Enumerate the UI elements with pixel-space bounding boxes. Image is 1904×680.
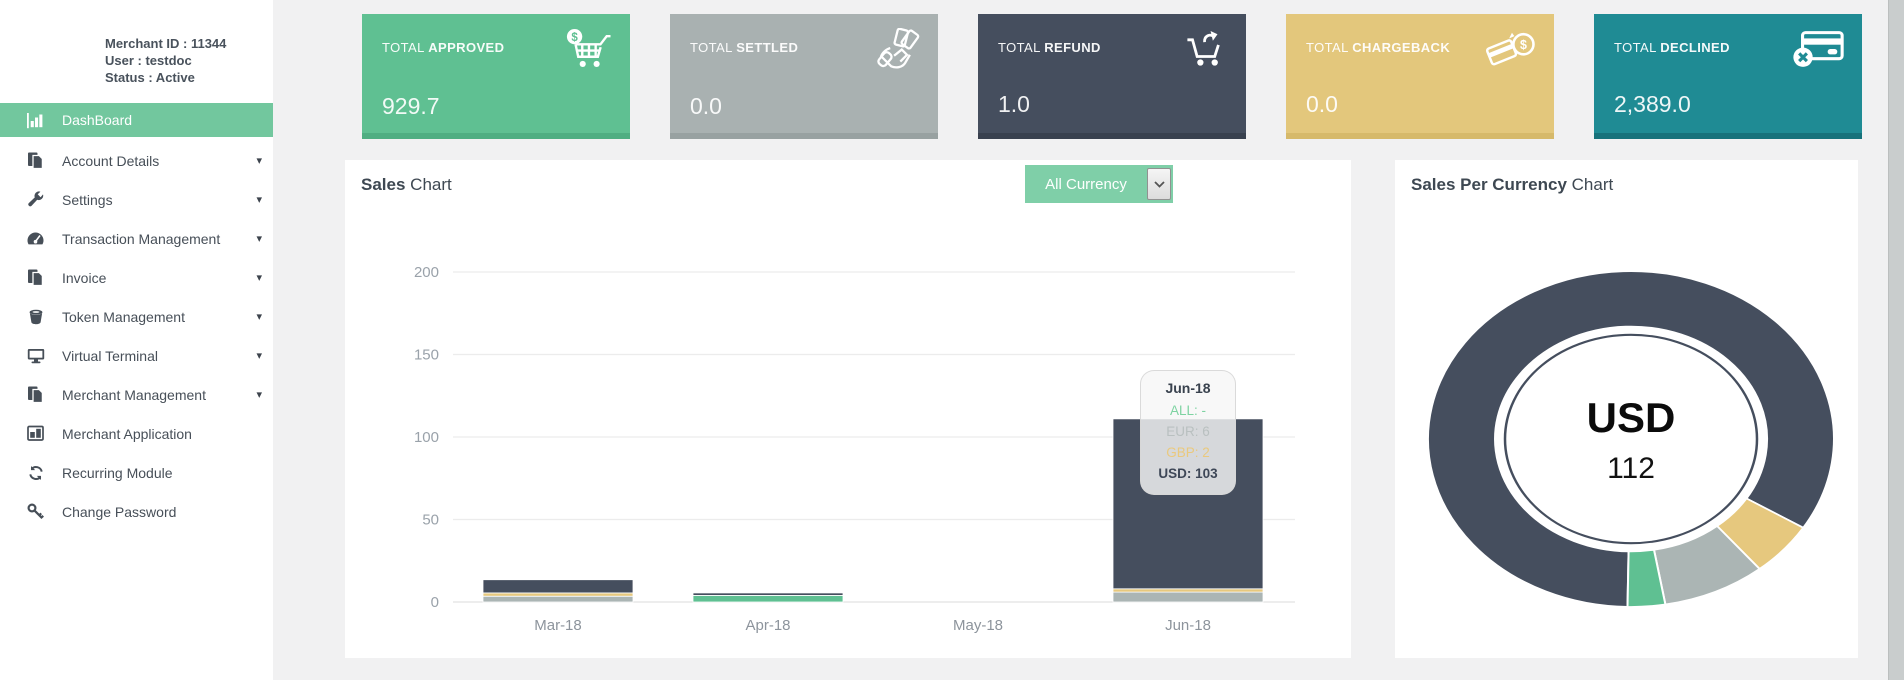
refresh-icon: [25, 464, 46, 481]
stat-card-settled: TOTAL SETTLED 0.0: [670, 14, 938, 139]
sales-donut-chart[interactable]: USD 112: [1395, 202, 1858, 658]
bar-segment-jun-18-gbp[interactable]: [1112, 588, 1264, 593]
chevron-down-icon: ▾: [256, 194, 262, 206]
x-tick-label-apr-18: Apr-18: [745, 617, 790, 634]
bar-segment-mar-18-usd[interactable]: [482, 579, 634, 594]
bar-chart-icon: [25, 112, 46, 129]
scrollbar-thumb[interactable]: [1888, 0, 1904, 680]
card-refresh-icon: $: [1484, 28, 1538, 77]
bar-segment-mar-18-eur[interactable]: [482, 595, 634, 603]
x-tick-label-jun-18: Jun-18: [1165, 617, 1211, 634]
tooltip-row-gbp: GBP: 2: [1166, 445, 1210, 460]
currency-select[interactable]: All Currency: [1025, 165, 1173, 203]
y-tick-label: 0: [431, 594, 439, 611]
tooltip-title: Jun-18: [1165, 380, 1211, 396]
sidebar-item-account-details[interactable]: Account Details ▾: [0, 141, 273, 180]
chart-tooltip: Jun-18 ALL: - EUR: 6 GBP: 2 USD: 103: [1140, 370, 1236, 495]
svg-text:$: $: [571, 32, 578, 44]
donut-slice-all[interactable]: [1626, 548, 1667, 608]
chevron-down-icon: ▾: [256, 389, 262, 401]
donut-hole: [1499, 329, 1763, 549]
sidebar-item-virtual-terminal[interactable]: Virtual Terminal ▾: [0, 336, 273, 375]
donut-inner-ring: [1503, 333, 1759, 545]
stat-card-chargeback: TOTAL CHARGEBACK $ 0.0: [1286, 14, 1554, 139]
cart-dollar-icon: $: [562, 28, 614, 79]
donut-center-label: USD: [1587, 394, 1676, 441]
sales-chart-panel: Sales Chart All Currency 0 50 100 150 200 Mar…: [345, 160, 1351, 658]
chevron-down-icon: ▾: [256, 155, 262, 167]
bucket-icon: [25, 308, 46, 325]
sidebar-item-token-management[interactable]: Token Management ▾: [0, 297, 273, 336]
monitor-icon: [25, 347, 46, 364]
bar-segment-jun-18-eur[interactable]: [1112, 591, 1264, 603]
currency-select-value: All Currency: [1045, 175, 1127, 193]
y-tick-label: 150: [414, 347, 439, 364]
vertical-scrollbar: [1888, 0, 1904, 680]
chevron-down-icon: ▾: [256, 272, 262, 284]
stat-card-value: 2,389.0: [1614, 91, 1691, 117]
chevron-down-icon: ▾: [256, 350, 262, 362]
merchant-user-line: User : testdoc: [105, 53, 192, 68]
sidebar-item-recurring-module[interactable]: Recurring Module: [0, 453, 273, 492]
bar-segment-apr-18-all[interactable]: [692, 594, 844, 603]
sales-per-currency-panel: Sales Per Currency Chart USD 112: [1395, 160, 1858, 658]
y-tick-label: 50: [422, 512, 439, 529]
sales-per-currency-title: Sales Per Currency Chart: [1411, 175, 1614, 194]
donut-slice-usd[interactable]: [1427, 270, 1835, 608]
tachometer-icon: [25, 230, 46, 247]
x-tick-label-mar-18: Mar-18: [534, 617, 582, 634]
wrench-icon: [25, 191, 46, 208]
y-tick-label: 100: [414, 429, 439, 446]
tooltip-row-usd: USD: 103: [1158, 466, 1218, 481]
stat-card-refund: TOTAL REFUND 1.0: [978, 14, 1246, 139]
donut-center-value: 112: [1607, 452, 1655, 485]
stat-card-value: 929.7: [382, 93, 440, 119]
sidebar: Merchant ID : 11344 User : testdoc Statu…: [0, 0, 273, 680]
chevron-down-icon[interactable]: [1147, 168, 1171, 200]
card-x-icon: [1790, 28, 1846, 77]
sidebar-item-merchant-management[interactable]: Merchant Management ▾: [0, 375, 273, 414]
columns-icon: [25, 425, 46, 442]
files-icon: [25, 269, 46, 286]
stat-card-value: 1.0: [998, 91, 1030, 117]
merchant-id-line: Merchant ID : 11344: [105, 36, 227, 51]
sales-chart-title: Sales Chart: [361, 175, 452, 194]
sidebar-item-dashboard[interactable]: DashBoard: [0, 103, 273, 137]
y-tick-label: 200: [414, 264, 439, 281]
cart-arrow-icon: [1180, 28, 1230, 77]
chevron-down-icon: ▾: [256, 233, 262, 245]
x-tick-label-may-18: May-18: [953, 617, 1003, 634]
files-icon: [25, 386, 46, 403]
files-icon: [25, 152, 46, 169]
key-icon: [25, 503, 46, 520]
hand-cash-icon: [870, 27, 922, 79]
bar-segment-mar-18-gbp[interactable]: [482, 592, 634, 597]
sidebar-nav: DashBoard Account Details ▾ Settings ▾ T…: [0, 103, 273, 531]
stat-card-value: 0.0: [690, 93, 722, 119]
stat-card-declined: TOTAL DECLINED 2,389.0: [1594, 14, 1862, 139]
tooltip-row-eur: EUR: 6: [1166, 424, 1210, 439]
sidebar-item-settings[interactable]: Settings ▾: [0, 180, 273, 219]
stat-card-approved: TOTAL APPROVED $ 929.7: [362, 14, 630, 139]
chevron-down-icon: ▾: [256, 311, 262, 323]
stat-card-value: 0.0: [1306, 91, 1338, 117]
stat-cards-row: TOTAL APPROVED $ 929.7 TOTAL SETTLED 0.0…: [362, 14, 1862, 139]
sidebar-item-merchant-application[interactable]: Merchant Application: [0, 414, 273, 453]
sidebar-item-change-password[interactable]: Change Password: [0, 492, 273, 531]
merchant-status-line: Status : Active: [105, 70, 195, 85]
merchant-info: Merchant ID : 11344 User : testdoc Statu…: [0, 0, 273, 86]
sidebar-item-transaction-management[interactable]: Transaction Management ▾: [0, 219, 273, 258]
sidebar-item-invoice[interactable]: Invoice ▾: [0, 258, 273, 297]
svg-text:$: $: [1520, 38, 1527, 52]
bar-segment-apr-18-usd[interactable]: [692, 592, 844, 596]
tooltip-row-all: ALL: -: [1169, 403, 1207, 418]
